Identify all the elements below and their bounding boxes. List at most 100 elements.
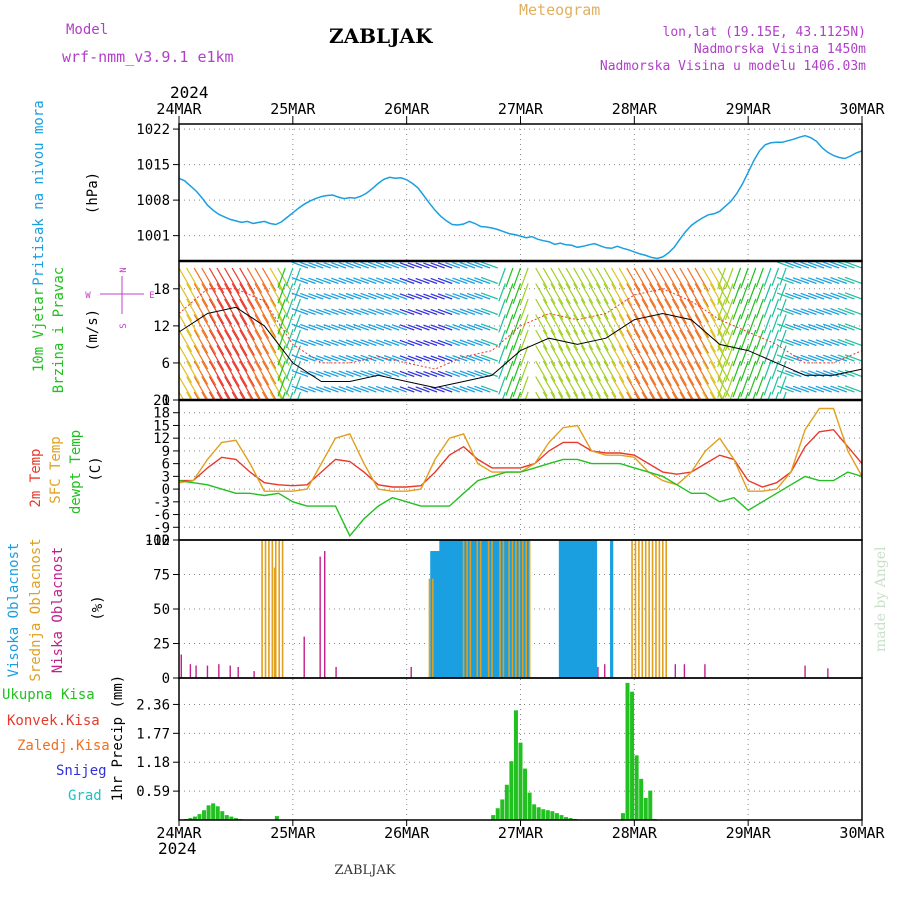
wind-arrow — [565, 298, 579, 320]
wind-arrow — [732, 283, 742, 305]
pressure-ylabel: Pritisak na nivou mora — [31, 100, 47, 285]
wind-arrow — [784, 277, 802, 285]
wind-arrow — [323, 339, 339, 347]
mid-cloud-bar — [644, 540, 647, 678]
low-cloud-bar — [704, 664, 706, 678]
wind-arrow — [784, 261, 802, 269]
wind-arrow — [694, 283, 710, 308]
wind-arrow — [315, 386, 331, 393]
wind-arrow — [415, 324, 430, 331]
wind-arrow — [588, 283, 601, 304]
wind-arrow — [399, 262, 415, 269]
wind-arrow — [360, 339, 377, 347]
wind-arrow — [383, 385, 400, 393]
wind-arrow — [580, 391, 587, 400]
wind-arrow — [837, 338, 855, 347]
wind-arrow — [550, 267, 564, 290]
wind-arrow — [315, 370, 331, 378]
wind-arrow — [466, 323, 483, 331]
high-cloud-bar — [578, 540, 583, 678]
wind-arrow — [679, 298, 695, 324]
mid-cloud-bar — [634, 540, 637, 678]
wind-arrow — [445, 355, 460, 362]
wind-arrow — [717, 314, 726, 336]
wind-arrow — [740, 283, 749, 305]
wind-arrow — [353, 354, 369, 362]
wind-arrow — [535, 298, 548, 320]
wind-arrow — [376, 370, 392, 378]
high-cloud-bar — [586, 540, 590, 678]
high-cloud-bar — [439, 540, 443, 678]
wind-arrow — [815, 261, 832, 269]
wind-arrow — [792, 261, 810, 269]
frames-layer — [173, 116, 863, 826]
wind-arrow — [595, 298, 609, 320]
wind-arrow — [246, 360, 263, 387]
wind-arrow — [201, 376, 217, 400]
wind-arrow — [231, 345, 248, 372]
wind-arrow — [686, 376, 702, 400]
wind-arrow — [201, 391, 208, 400]
wind-arrow — [519, 298, 529, 321]
low-cloud-bar — [195, 665, 197, 678]
wind-arrow — [823, 370, 840, 378]
wind-arrow — [360, 323, 377, 331]
wind-arrow — [837, 354, 855, 362]
wind-arrow — [291, 339, 309, 347]
wind-arrow — [837, 307, 855, 316]
wind-arrow — [474, 261, 491, 269]
wind-arrow — [239, 298, 255, 325]
wind-arrow — [498, 267, 506, 287]
wind-arrow — [671, 329, 687, 355]
high-cloud-bar — [576, 540, 580, 678]
wind-arrow — [459, 261, 476, 269]
wind-arrow — [633, 345, 649, 370]
wind-arrow — [331, 308, 347, 316]
wind-arrow — [535, 267, 548, 289]
wind-arrow — [239, 283, 255, 310]
altitude-text: Nadmorska Visina 1450m — [694, 42, 866, 57]
wind-arrow — [626, 298, 641, 323]
wind-arrow — [269, 283, 284, 306]
wind-arrow — [800, 292, 817, 300]
wind-ylabel: 10m Vjetar — [31, 288, 47, 372]
wind-arrow — [823, 339, 840, 347]
precip-bar — [545, 810, 550, 820]
wind-arrow — [293, 360, 301, 379]
wind-arrow — [603, 283, 617, 305]
wind-arrow — [239, 329, 255, 356]
wind-arrow — [800, 339, 817, 347]
wind-arrow — [844, 307, 862, 316]
wind-arrow — [261, 283, 277, 307]
y-tick-label: 75 — [153, 568, 170, 584]
wind-arrow — [353, 292, 369, 300]
compass-w: W — [85, 291, 91, 301]
wind-arrow — [186, 391, 192, 400]
wind-arrow — [391, 262, 407, 269]
wind-arrow — [430, 370, 445, 378]
wind-arrow — [671, 267, 687, 293]
wind-arrow — [709, 267, 723, 290]
wind-arrow — [353, 370, 369, 378]
precip-bar — [197, 814, 202, 820]
wind-arrow — [729, 391, 734, 400]
time-label-bottom: 29MAR — [726, 824, 772, 842]
wind-arrow — [535, 345, 548, 366]
wind-arrow — [779, 283, 787, 301]
wind-arrow — [216, 360, 233, 387]
wind-arrow — [542, 329, 556, 351]
wind-arrow — [702, 360, 716, 384]
wind-arrow — [474, 354, 491, 362]
wind-arrow — [664, 329, 680, 356]
wind-arrow — [717, 267, 726, 290]
wind-arrow — [679, 267, 695, 293]
wind-arrow — [512, 345, 522, 367]
wind-arrow — [360, 308, 377, 316]
high-cloud-bar — [444, 540, 448, 678]
wind-arrow — [186, 298, 201, 322]
high-cloud-bar — [563, 540, 568, 678]
mid-cloud-bar — [665, 540, 668, 678]
wind-arrow — [686, 314, 702, 339]
wind-arrow — [656, 329, 672, 356]
wind-arrow — [224, 345, 240, 372]
